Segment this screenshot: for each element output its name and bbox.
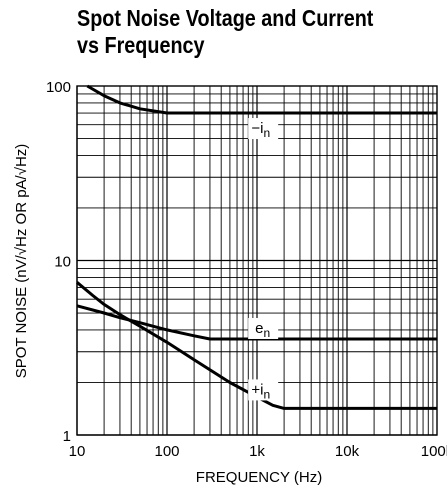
curve-label: +in [251, 381, 270, 401]
x-tick-label: 10 [69, 443, 86, 460]
x-tick-label: 100k [421, 443, 447, 460]
curve-label: en [255, 320, 270, 340]
curve-plus-in [76, 281, 437, 410]
chart-grid [76, 85, 438, 436]
curve-en [76, 304, 437, 341]
y-tick-label: 100 [46, 79, 71, 96]
chart-curve-labels: −in en +in [248, 118, 279, 401]
y-tick-label: 10 [54, 254, 71, 271]
x-tick-label: 1k [249, 443, 265, 460]
curve-label-background [248, 118, 279, 140]
curve-label-background [248, 379, 279, 401]
plot-frame [76, 85, 438, 436]
chart-title-line-2: vs Frequency [77, 32, 205, 58]
curve-label: −in [251, 120, 270, 140]
chart-title: Spot Noise Voltage and Current vs Freque… [77, 5, 373, 59]
curve-label-background [248, 317, 279, 339]
x-tick-label: 10k [335, 443, 360, 460]
x-tick-label: 100 [154, 443, 179, 460]
y-tick-label: 1 [63, 428, 71, 445]
chart-tick-labels: 101001k10k100k110100 [46, 79, 447, 460]
chart-title-line-1: Spot Noise Voltage and Current [77, 5, 374, 31]
curve-minus-in [86, 84, 437, 115]
y-axis-label: SPOT NOISE (nV/√Hz OR pA/√Hz) [13, 144, 30, 379]
chart-curves [76, 84, 437, 410]
x-axis-label: FREQUENCY (Hz) [196, 469, 322, 486]
